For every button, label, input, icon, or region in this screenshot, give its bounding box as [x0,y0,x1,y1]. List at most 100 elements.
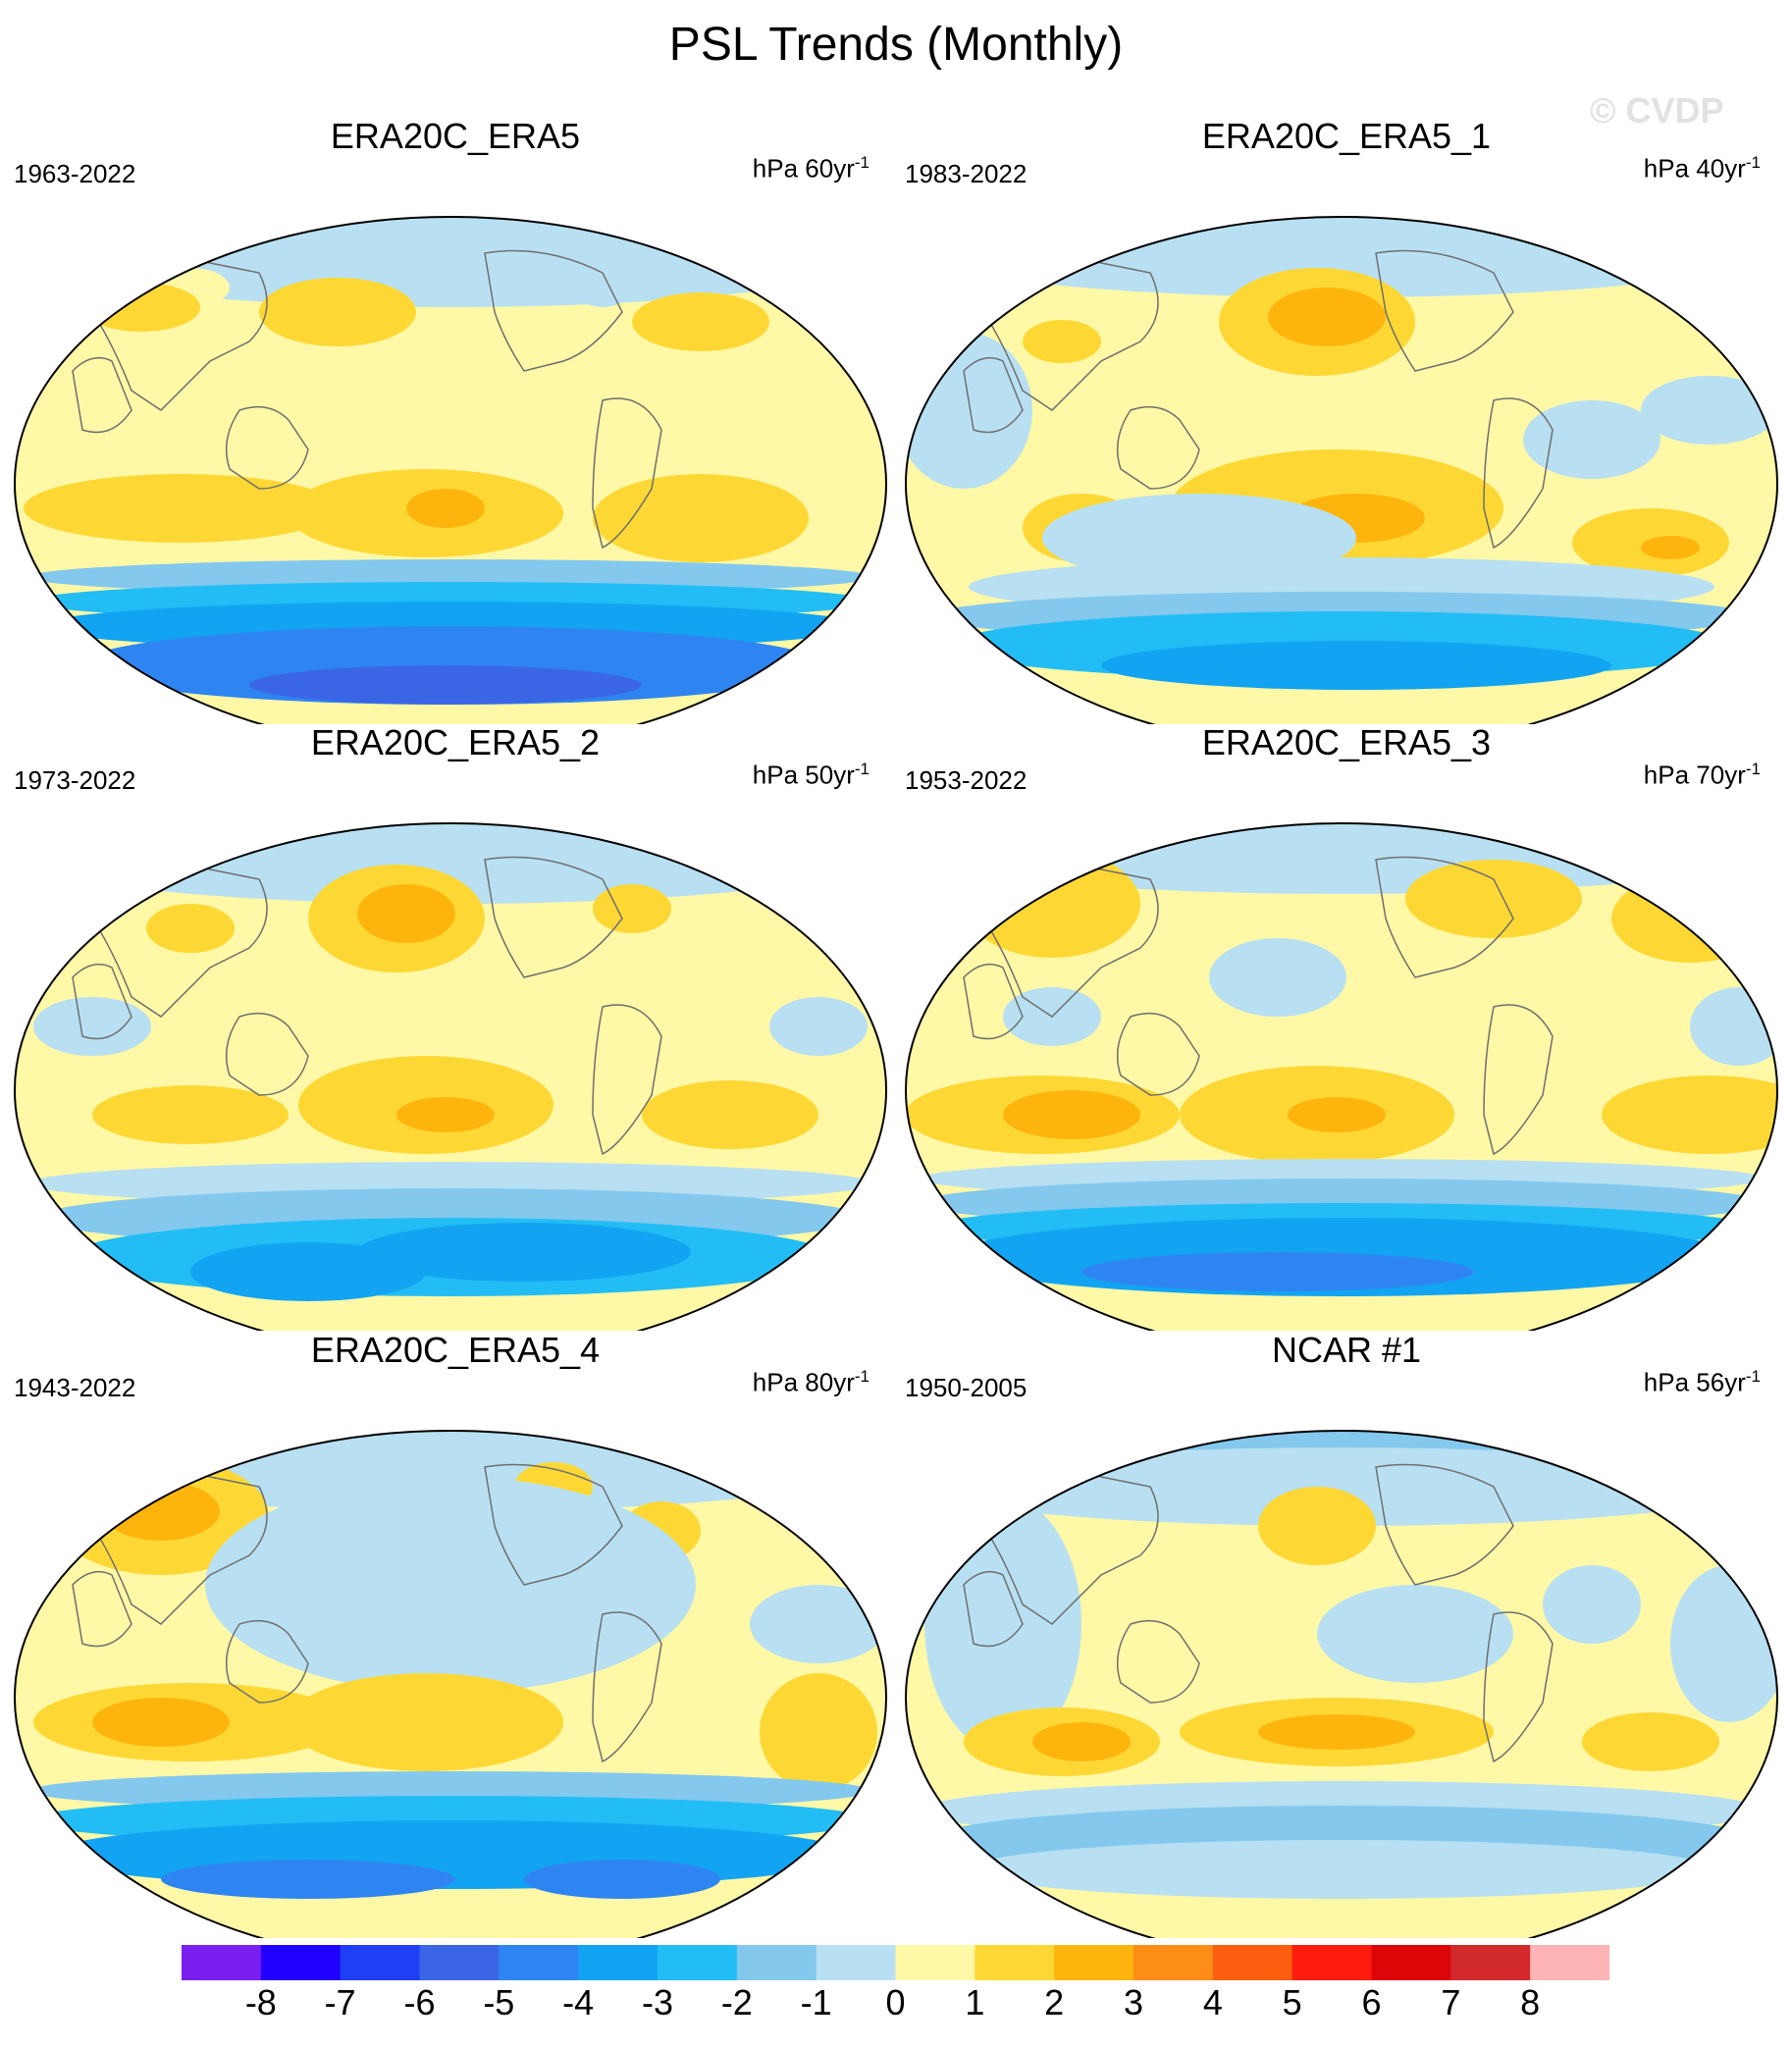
panel-years: 1983-2022 [905,159,1028,188]
panel-years: 1953-2022 [905,765,1028,795]
map-panel: ERA20C_ERA5_4 1943-2022 hPa 80yr-1 [14,1330,897,1938]
trend-contour [1268,288,1386,346]
trend-contour [1209,938,1346,1017]
trend-contour [632,292,769,351]
colorbar-tick-label: 3 [1123,1982,1144,2022]
trend-contour [1032,1722,1131,1761]
trend-contour [357,1223,691,1282]
panel-units: hPa 70yr-1 [1644,760,1761,791]
colorbar-tick-label: -6 [403,1982,436,2022]
map-panel: ERA20C_ERA5_1 1983-2022 hPa 40yr-1 [905,116,1788,724]
map-border [905,216,1778,724]
colorbar-tick-label: 0 [885,1982,906,2022]
trend-contour [33,997,151,1056]
colorbar-swatch [1054,1945,1134,1980]
coastline [963,1570,1024,1648]
trend-contour [1543,1565,1641,1644]
map-panel: NCAR #1 1950-2005 hPa 56yr-1 [905,1330,1788,1938]
trend-contour [1582,1712,1719,1771]
trend-contour [249,665,642,705]
coastline [592,397,662,550]
panel-units-label: hPa 50yr [752,760,855,790]
panel-years: 1943-2022 [14,1373,136,1402]
map-border [14,216,887,724]
coastline [963,356,1024,434]
map-border [905,822,1778,1331]
map-border [905,1430,1778,1938]
coastline [225,405,309,490]
trend-contour [1288,1097,1386,1132]
coastline [1483,1004,1554,1156]
trend-contour [396,1097,495,1132]
cvdp-watermark: © CVDP [1590,90,1724,131]
coastline [72,963,132,1040]
map-plot [905,216,1778,724]
map-plot [905,1430,1778,1938]
coastline [72,1570,132,1648]
trend-contour [929,1447,1754,1526]
panel-title: NCAR #1 [1271,1330,1422,1370]
trend-contour [1258,1714,1415,1750]
panel-units-label: hPa 60yr [752,153,855,184]
coastline [1116,1619,1200,1704]
trend-contour [750,1585,886,1663]
trend-contour [969,1840,1714,1899]
colorbar-swatch [1291,1945,1372,1980]
colorbar-swatch [499,1945,579,1980]
colorbar-swatch [1371,1945,1451,1980]
colorbar-tick-label: -1 [800,1982,832,2022]
panel-units-exponent: -1 [1745,760,1761,778]
trend-contour [1258,1487,1376,1565]
colorbar-swatch [419,1945,500,1980]
colorbar-tick-label: -4 [562,1982,595,2022]
map-plot [14,1430,887,1938]
colorbar-tick-label: -7 [324,1982,356,2022]
trend-contour [573,268,632,307]
colorbar-swatch [1530,1945,1609,1980]
colorbar-tick-label: 8 [1520,1982,1541,2022]
panel-units-exponent: -1 [854,153,870,172]
coastline [592,1004,662,1156]
figure-title: PSL Trends (Monthly) [668,19,1124,71]
trend-contour [289,1673,563,1771]
colorbar-swatch [1450,1945,1531,1980]
trend-contour [1405,860,1582,938]
panel-units: hPa 40yr-1 [1644,153,1761,184]
trend-contour [1670,1565,1777,1722]
coastline [1116,405,1200,490]
trend-contour [760,1673,877,1791]
panel-title: ERA20C_ERA5_3 [1201,722,1492,762]
trend-contour [205,1477,696,1693]
panel-years: 1963-2022 [14,159,136,188]
map-panel: ERA20C_ERA5_2 1973-2022 hPa 50yr-1 [14,722,897,1331]
panel-units: hPa 56yr-1 [1644,1367,1761,1398]
trend-contour [1003,1090,1140,1139]
panel-units: hPa 80yr-1 [753,1367,870,1398]
panel-units-label: hPa 56yr [1643,1367,1746,1397]
colorbar-swatch [340,1945,420,1980]
coastline [963,963,1024,1040]
panel-title: ERA20C_ERA5 [330,116,581,156]
colorbar-tick-label: 7 [1441,1982,1461,2022]
map-panel: ERA20C_ERA5 1963-2022 hPa 60yr-1 [14,116,897,724]
panel-years: 1950-2005 [905,1373,1028,1402]
colorbar-tick-label: -3 [641,1982,673,2022]
map-plot [14,216,887,724]
colorbar-tick-label: 4 [1202,1982,1223,2022]
trend-contour [642,1080,818,1149]
trend-contour [593,474,809,562]
trend-contour [1641,376,1777,445]
trend-contour [1523,400,1660,479]
panel-units-exponent: -1 [1745,153,1761,172]
trend-contour [593,884,671,933]
panel-units: hPa 60yr-1 [753,153,870,184]
map-border [14,822,887,1331]
trend-contour [964,850,1140,958]
coastline [1375,856,1514,978]
colorbar-tick-label: 1 [965,1982,985,2022]
trend-contour [102,1482,220,1541]
panel-title: ERA20C_ERA5_2 [310,722,601,762]
colorbar-swatch [816,1945,896,1980]
coastline [1375,249,1514,372]
coastline [1116,1012,1200,1096]
